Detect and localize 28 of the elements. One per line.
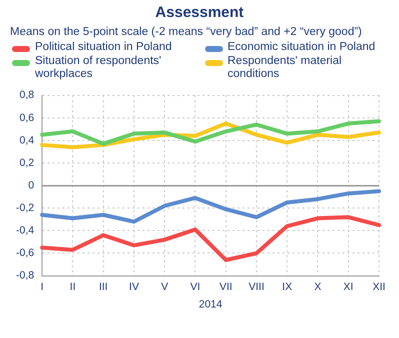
- y-tick-label: -0,8: [16, 270, 34, 282]
- x-tick-label: VI: [190, 280, 200, 293]
- y-tick-label: 0,8: [19, 89, 34, 102]
- y-tick-label: 0,2: [19, 156, 34, 169]
- legend-label: Political situation in Poland: [35, 41, 172, 54]
- legend-label: Economic situation in Poland: [228, 41, 376, 54]
- legend-label: Respondents' material conditions: [228, 55, 343, 81]
- y-tick-label: 0,4: [19, 134, 34, 146]
- x-tick-label: III: [98, 280, 108, 293]
- x-tick-label: V: [161, 280, 168, 293]
- x-tick-label: X: [314, 280, 322, 293]
- x-axis-title: 2014: [198, 298, 222, 311]
- y-tick-label: 0,6: [19, 112, 34, 124]
- x-tick-label: I: [40, 280, 44, 293]
- chart-title: Assessment: [154, 4, 245, 21]
- x-tick-label: VIII: [248, 280, 264, 293]
- x-tick-label: XI: [343, 280, 354, 293]
- y-tick-label: -0,6: [16, 247, 34, 260]
- legend-label: Situation of respondents' workplaces: [35, 55, 162, 81]
- y-tick-label: -0,4: [16, 224, 34, 237]
- y-tick-label: 0: [28, 179, 34, 192]
- x-tick-label: XII: [372, 280, 386, 293]
- x-tick-label: II: [70, 280, 76, 293]
- x-tick-label: IX: [282, 280, 292, 293]
- x-tick-label: VII: [219, 280, 232, 293]
- chart-subtitle: Means on the 5-point scale (-2 means “very bad” and +2 “very good”): [10, 26, 363, 38]
- y-tick-label: -0,2: [16, 202, 34, 214]
- x-tick-label: IV: [129, 280, 139, 293]
